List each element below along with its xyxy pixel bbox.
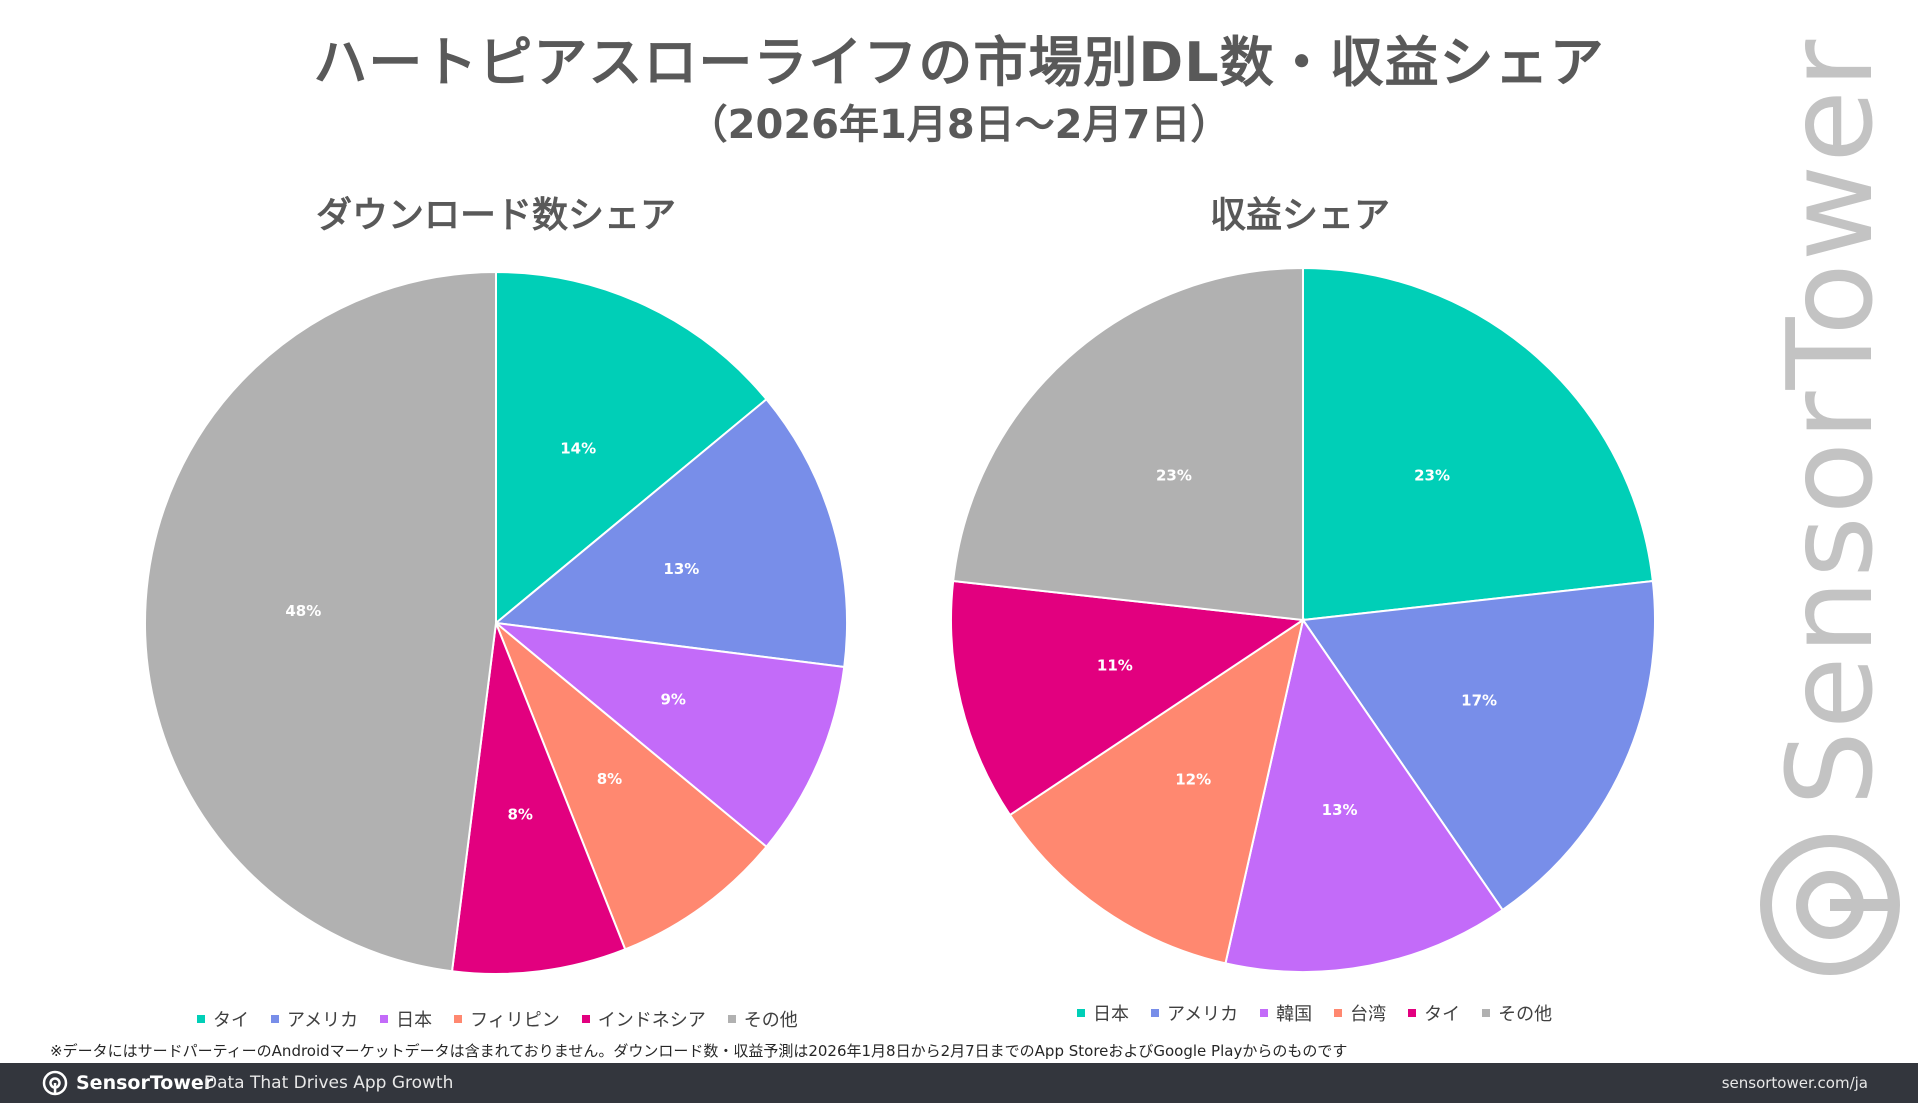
download-slice-1[interactable] xyxy=(493,397,848,669)
revenue-legend-label: 日本 xyxy=(1093,1004,1129,1025)
download-data-label-3: 8% xyxy=(597,770,622,788)
download-legend-item: その他 xyxy=(727,1006,798,1032)
revenue-legend-item: その他 xyxy=(1482,1000,1552,1026)
download-slice-3[interactable] xyxy=(495,622,768,951)
revenue-data-label-2: 13% xyxy=(1322,801,1358,819)
sensortower-logo-icon xyxy=(42,1070,68,1096)
download-legend-swatch xyxy=(727,1015,736,1023)
page-subtitle: （2026年1月8日〜2月7日） xyxy=(687,102,1231,148)
revenue-legend-label: 台湾 xyxy=(1350,1004,1387,1025)
download-data-label-1: 13% xyxy=(663,560,699,578)
watermark-text: SensorTower xyxy=(1761,37,1899,806)
revenue-legend-label: 韓国 xyxy=(1276,1004,1313,1025)
download-legend-item: タイ xyxy=(197,1006,249,1032)
download-legend-swatch xyxy=(271,1015,279,1023)
revenue-data-label-1: 17% xyxy=(1461,691,1497,709)
download-legend-swatch xyxy=(581,1015,590,1023)
download-legend-label: インドネシア xyxy=(597,1010,706,1031)
footer-brand: SensorTower xyxy=(76,1072,214,1094)
revenue-legend-swatch xyxy=(1408,1009,1417,1017)
download-data-label-5: 48% xyxy=(285,602,321,620)
download-legend: タイ アメリカ 日本 フィリピン インドネシア その他 xyxy=(197,1006,798,1032)
download-legend-item: フィリピン xyxy=(454,1006,560,1032)
revenue-legend-label: アメリカ xyxy=(1167,1004,1239,1025)
revenue-data-label-0: 23% xyxy=(1414,467,1450,485)
footer-logo[interactable]: SensorTower xyxy=(42,1070,213,1096)
download-chart-title: ダウンロード数シェア xyxy=(315,195,676,236)
revenue-slice-4[interactable] xyxy=(950,579,1306,817)
download-slice-0[interactable] xyxy=(495,270,768,626)
footer-url[interactable]: sensortower.com/ja xyxy=(1721,1074,1868,1092)
revenue-legend-item: 台湾 xyxy=(1334,1000,1386,1026)
download-legend-item: アメリカ xyxy=(271,1006,358,1032)
sensortower-watermark-icon xyxy=(1760,835,1900,975)
revenue-legend-label: タイ xyxy=(1424,1004,1461,1025)
revenue-legend: 日本 アメリカ 韓国 台湾 タイ その他 xyxy=(1077,1000,1552,1026)
download-legend-label: その他 xyxy=(743,1010,798,1031)
download-legend-swatch xyxy=(197,1015,205,1023)
revenue-legend-swatch xyxy=(1334,1009,1343,1017)
footer-bar: SensorTower Data That Drives App Growth … xyxy=(0,1063,1918,1103)
revenue-chart-title: 収益シェア xyxy=(1209,195,1390,236)
download-slice-4[interactable] xyxy=(450,622,627,975)
download-slice-2[interactable] xyxy=(492,621,846,849)
footer-tagline: Data That Drives App Growth xyxy=(204,1073,454,1093)
revenue-legend-swatch xyxy=(1260,1009,1269,1017)
download-slice-5[interactable] xyxy=(144,270,497,973)
revenue-legend-item: タイ xyxy=(1408,1000,1460,1026)
download-data-label-0: 14% xyxy=(560,439,596,457)
download-legend-label: アメリカ xyxy=(287,1010,359,1031)
revenue-slice-1[interactable] xyxy=(1301,579,1656,912)
revenue-legend-swatch xyxy=(1077,1009,1085,1017)
footnote: ※データにはサードパーティーのAndroidマーケットデータは含まれておりません… xyxy=(50,1042,1348,1060)
revenue-data-label-5: 23% xyxy=(1156,467,1192,485)
revenue-slice-0[interactable] xyxy=(1302,266,1654,622)
sensortower-watermark: SensorTower xyxy=(1755,38,1905,980)
revenue-slice-5[interactable] xyxy=(952,266,1304,622)
revenue-slice-2[interactable] xyxy=(1224,617,1505,973)
revenue-legend-swatch xyxy=(1482,1009,1491,1017)
download-legend-item: 日本 xyxy=(380,1006,432,1032)
revenue-legend-item: 韓国 xyxy=(1260,1000,1312,1026)
page-title: ハートピアスローライフの市場別DL数・収益シェア xyxy=(313,31,1605,94)
revenue-data-label-3: 12% xyxy=(1175,770,1211,788)
download-legend-label: フィリピン xyxy=(470,1010,560,1031)
revenue-legend-item: 日本 xyxy=(1077,1000,1129,1026)
download-data-label-2: 9% xyxy=(660,691,685,709)
download-legend-item: インドネシア xyxy=(581,1006,706,1032)
revenue-legend-item: アメリカ xyxy=(1151,1000,1238,1026)
download-data-label-4: 8% xyxy=(507,806,532,824)
revenue-legend-swatch xyxy=(1151,1009,1159,1017)
download-legend-swatch xyxy=(454,1015,463,1023)
download-legend-swatch xyxy=(380,1015,389,1023)
revenue-data-label-4: 11% xyxy=(1097,657,1133,675)
pie-charts: 14% 13% 9% 8% 8% 48% 23% 17% 13% 12% 11% 23% xyxy=(144,266,1656,975)
revenue-legend-label: その他 xyxy=(1498,1004,1553,1025)
download-legend-label: タイ xyxy=(213,1010,249,1031)
revenue-slice-3[interactable] xyxy=(1008,617,1305,965)
download-legend-label: 日本 xyxy=(396,1010,433,1031)
